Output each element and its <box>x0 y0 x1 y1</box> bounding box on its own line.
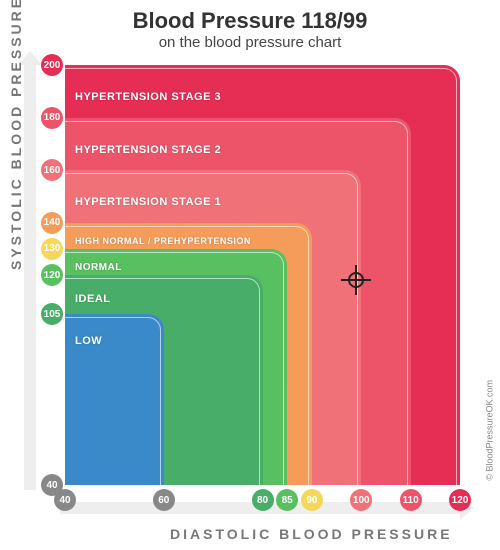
zone-label: HYPERTENSION STAGE 1 <box>75 196 221 208</box>
zone-label: NORMAL <box>75 262 122 273</box>
chart-title: Blood Pressure 118/99 <box>0 0 500 34</box>
zone-label: IDEAL <box>75 293 111 305</box>
y-axis-arrow <box>24 65 36 490</box>
x-axis-label: DIASTOLIC BLOOD PRESSURE <box>170 526 453 542</box>
y-tick: 130 <box>41 238 63 260</box>
x-tick: 60 <box>153 489 175 511</box>
y-axis-label: SYSTOLIC BLOOD PRESSURE <box>8 0 24 270</box>
y-tick: 105 <box>41 303 63 325</box>
x-tick: 80 <box>252 489 274 511</box>
chart-area: HYPERTENSION STAGE 3 HYPERTENSION STAGE 2… <box>65 65 460 485</box>
x-tick: 110 <box>400 489 422 511</box>
chart-subtitle: on the blood pressure chart <box>0 34 500 59</box>
zone-label: HIGH NORMAL / PREHYPERTENSION <box>75 236 251 246</box>
zone-label: HYPERTENSION STAGE 3 <box>75 91 221 103</box>
zone-label: HYPERTENSION STAGE 2 <box>75 144 221 156</box>
x-tick: 120 <box>449 489 471 511</box>
y-tick: 140 <box>41 212 63 234</box>
y-tick: 120 <box>41 264 63 286</box>
zone-block: LOW <box>65 314 164 485</box>
copyright-text: © BloodPressureOK.com <box>485 380 495 481</box>
y-tick: 200 <box>41 54 63 76</box>
y-tick: 160 <box>41 159 63 181</box>
zone-label: LOW <box>75 335 102 347</box>
x-tick: 40 <box>54 489 76 511</box>
bp-chart-container: Blood Pressure 118/99 on the blood press… <box>0 0 500 550</box>
y-tick: 180 <box>41 107 63 129</box>
x-tick: 90 <box>301 489 323 511</box>
